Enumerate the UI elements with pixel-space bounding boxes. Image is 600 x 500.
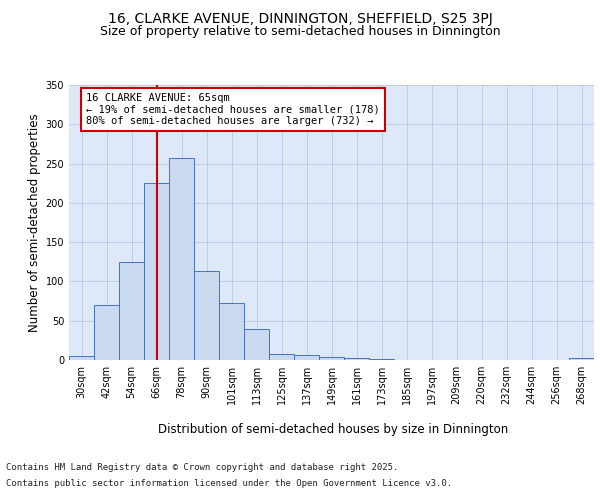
Text: Contains public sector information licensed under the Open Government Licence v3: Contains public sector information licen… [6, 479, 452, 488]
Bar [319, 357, 344, 360]
Text: 16 CLARKE AVENUE: 65sqm
← 19% of semi-detached houses are smaller (178)
80% of s: 16 CLARKE AVENUE: 65sqm ← 19% of semi-de… [86, 93, 380, 126]
Text: Distribution of semi-detached houses by size in Dinnington: Distribution of semi-detached houses by … [158, 422, 508, 436]
Bar [269, 354, 294, 360]
Bar [294, 356, 319, 360]
Bar [144, 183, 169, 360]
Text: 16, CLARKE AVENUE, DINNINGTON, SHEFFIELD, S25 3PJ: 16, CLARKE AVENUE, DINNINGTON, SHEFFIELD… [107, 12, 493, 26]
Bar [194, 271, 219, 360]
Bar [244, 328, 269, 360]
Bar [369, 359, 394, 360]
Bar [344, 358, 369, 360]
Bar [94, 305, 119, 360]
Bar [119, 262, 144, 360]
Y-axis label: Number of semi-detached properties: Number of semi-detached properties [28, 113, 41, 332]
Bar [169, 158, 194, 360]
Text: Size of property relative to semi-detached houses in Dinnington: Size of property relative to semi-detach… [100, 25, 500, 38]
Bar [69, 356, 94, 360]
Bar [219, 302, 244, 360]
Text: Contains HM Land Registry data © Crown copyright and database right 2025.: Contains HM Land Registry data © Crown c… [6, 462, 398, 471]
Bar [569, 358, 594, 360]
